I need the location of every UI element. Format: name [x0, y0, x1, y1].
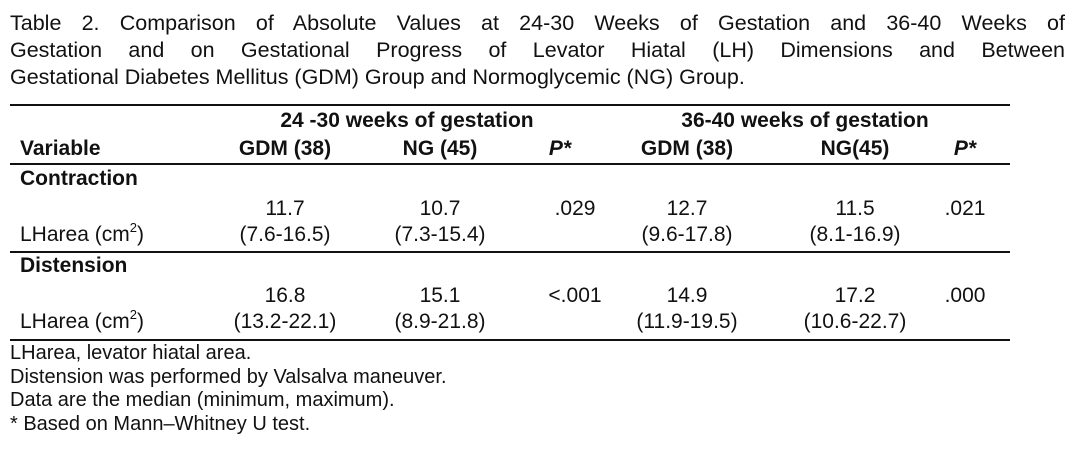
header-bottom-rule	[10, 163, 1010, 165]
footnote-data-format: Data are the median (minimum, maximum).	[10, 389, 395, 411]
cell-distension-gdm2-median: 14.9	[666, 284, 708, 307]
cell-contraction-ng1-range: (7.3-15.4)	[394, 223, 486, 246]
cell-distension-p1: <.001	[548, 284, 602, 307]
section-label-distension: Distension	[20, 254, 128, 277]
cell-contraction-ng2-median: 11.5	[835, 197, 875, 220]
caption-line-2: Gestation and on Gestational Progress of…	[10, 38, 1065, 62]
col-header-gdm-1: GDM (38)	[238, 137, 332, 160]
variable-end: )	[136, 223, 144, 246]
cell-contraction-gdm2-median: 12.7	[666, 197, 708, 220]
caption-line-3: Gestational Diabetes Mellitus (GDM) Grou…	[10, 65, 745, 89]
cell-distension-variable: LHarea (cm2)	[20, 307, 144, 334]
variable-text: LHarea (cm	[20, 310, 130, 333]
cell-distension-ng1-median: 15.1	[419, 284, 461, 307]
group-header-24-30: 24 -30 weeks of gestation	[280, 109, 534, 132]
col-header-ng-1: NG (45)	[402, 137, 478, 160]
cell-contraction-ng1-median: 10.7	[419, 197, 461, 220]
col-header-p-1: P*	[548, 137, 572, 160]
col-header-gdm-2: GDM (38)	[640, 137, 734, 160]
cell-contraction-p2: .021	[944, 197, 986, 220]
variable-text: LHarea (cm	[20, 223, 130, 246]
table-top-rule	[10, 104, 1010, 106]
cell-distension-ng1-range: (8.9-21.8)	[394, 310, 486, 333]
caption-line-1: Table 2. Comparison of Absolute Values a…	[10, 11, 1065, 35]
cell-contraction-ng2-range: (8.1-16.9)	[809, 223, 901, 246]
cell-distension-ng2-range: (10.6-22.7)	[803, 310, 907, 333]
footnote-distension: Distension was performed by Valsalva man…	[10, 365, 447, 388]
cell-contraction-gdm1-range: (7.6-16.5)	[239, 223, 331, 246]
cell-contraction-variable: LHarea (cm2)	[20, 220, 144, 247]
cell-contraction-gdm2-range: (9.6-17.8)	[641, 223, 733, 246]
table-footnotes: LHarea, levator hiatal area. Distension …	[10, 342, 447, 436]
table-bottom-rule	[10, 339, 1010, 341]
cell-distension-p2: .000	[944, 284, 986, 307]
table-caption: Table 2. Comparison of Absolute Values a…	[10, 10, 1065, 91]
variable-end: )	[136, 310, 144, 333]
cell-contraction-gdm1-median: 11.7	[265, 197, 305, 220]
section-label-contraction: Contraction	[20, 167, 138, 190]
cell-distension-gdm2-range: (11.9-19.5)	[636, 310, 738, 333]
cell-distension-gdm1-range: (13.2-22.1)	[233, 310, 337, 333]
cell-distension-ng2-median: 17.2	[834, 284, 876, 307]
cell-distension-gdm1-median: 16.8	[264, 284, 306, 307]
col-header-p-2: P*	[953, 137, 977, 160]
footnote-abbreviation: LHarea, levator hiatal area.	[10, 342, 252, 364]
footnote-test: * Based on Mann–Whitney U test.	[10, 412, 311, 435]
col-header-variable: Variable	[20, 137, 101, 160]
group-header-36-40: 36-40 weeks of gestation	[681, 109, 929, 132]
section-divider-rule	[10, 251, 1010, 253]
variable-superscript: 2	[129, 220, 137, 235]
variable-superscript: 2	[129, 307, 137, 322]
cell-contraction-p1: .029	[554, 197, 596, 220]
col-header-ng-2: NG(45)	[820, 137, 890, 160]
